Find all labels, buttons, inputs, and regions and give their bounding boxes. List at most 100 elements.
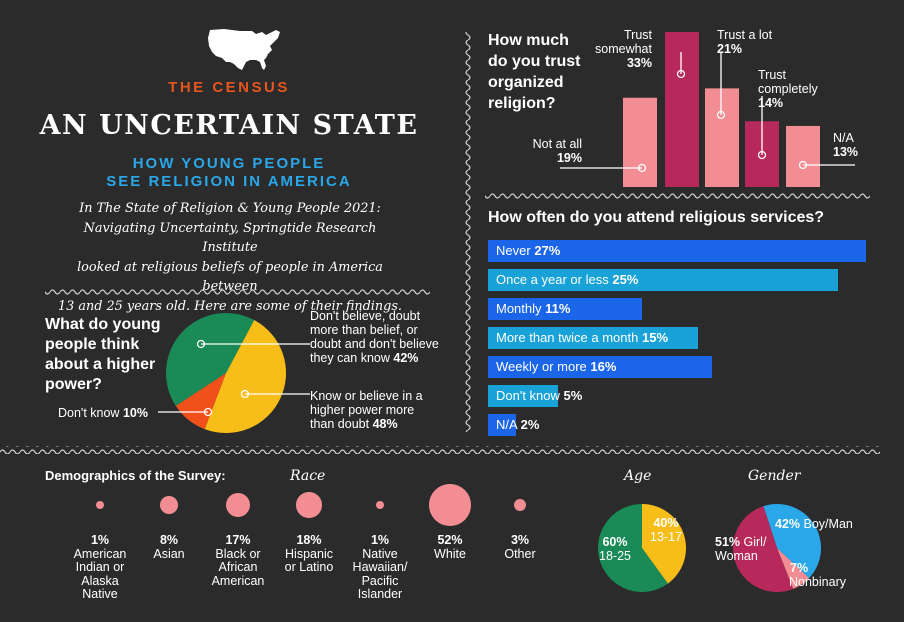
intro-line: In The State of Religion & Young People … xyxy=(79,201,381,216)
race-bubble xyxy=(96,501,104,509)
race-bubble xyxy=(296,492,322,518)
race-label: 52% White xyxy=(410,533,490,561)
age-slice-18-25 xyxy=(598,504,668,592)
belief-slice-label-doubt: Don't believe, doubt more than belief, o… xyxy=(310,309,439,365)
question-line: organized xyxy=(488,74,564,91)
value-label: 51% xyxy=(715,535,741,549)
attendance-bar xyxy=(488,356,712,378)
value-label: 13% xyxy=(833,145,859,159)
belief-pie-leaders xyxy=(158,339,310,417)
label-line: Not at all xyxy=(532,137,582,151)
gender-slice-boy xyxy=(763,504,821,579)
label-line: 13-17 xyxy=(650,530,682,544)
attendance-bar-label: N/A 2% xyxy=(496,417,540,432)
page-title: AN UNCERTAIN STATE xyxy=(39,110,419,141)
intro-line: Navigating Uncertainty, Springtide Resea… xyxy=(83,220,377,256)
age-label-18-25: 60% 18-25 xyxy=(595,535,635,563)
race-bubble xyxy=(376,501,384,509)
attendance-bar-label: Monthly 11% xyxy=(496,301,571,316)
label-line: Know or believe in a xyxy=(310,389,423,403)
value-label: 60% xyxy=(602,535,628,549)
page-subtitle: HOW YOUNG PEOPLE SEE RELIGION IN AMERICA xyxy=(0,155,458,191)
label-line: Other xyxy=(504,546,536,561)
trust-bar xyxy=(665,32,699,187)
trust-leader-dot xyxy=(798,160,808,170)
race-bubble xyxy=(225,492,251,518)
gender-label-boy: 42% Boy/Man xyxy=(775,517,853,531)
value-label: 1% xyxy=(90,533,110,547)
value-label: 14% xyxy=(758,96,784,110)
label-line: Don't believe, doubt xyxy=(310,309,421,323)
race-bubble xyxy=(514,499,526,511)
gender-label-girl: 51% Girl/ Woman xyxy=(715,535,767,563)
trust-label-somewhat: Trust somewhat 33% xyxy=(588,28,652,70)
label-line: Indian or xyxy=(75,560,125,574)
age-pie-chart xyxy=(598,504,686,592)
trust-leader-dot xyxy=(716,110,726,120)
divider-vertical xyxy=(464,32,472,432)
value-label: 19% xyxy=(556,151,582,165)
race-bubble xyxy=(429,484,471,526)
value-label: 42% xyxy=(775,517,801,531)
pie-slice-know xyxy=(204,320,287,433)
value-label: 10% xyxy=(122,406,148,420)
question-line: power? xyxy=(45,376,102,393)
label-line: Hawaiian/ xyxy=(352,560,408,574)
trust-leader-dot xyxy=(637,163,647,173)
value-label: 8% xyxy=(159,533,179,547)
belief-slice-label-dont-know: Don't know 10% xyxy=(58,406,148,420)
value-label: 5% xyxy=(563,388,583,403)
label-line: American xyxy=(211,573,265,588)
intro-line: 13 and 25 years old. Here are some of th… xyxy=(58,298,402,314)
gender-title: Gender xyxy=(748,468,801,484)
label-line: Native xyxy=(82,587,118,601)
label-line: Trust xyxy=(758,68,787,82)
attendance-bar-label: More than twice a month 15% xyxy=(496,330,669,345)
label-line: more than belief, or xyxy=(310,323,418,337)
trust-bar-chart xyxy=(560,32,855,187)
label-line: Alaska xyxy=(81,573,119,588)
value-label: 15% xyxy=(641,330,669,345)
label-line: Islander xyxy=(357,587,403,601)
label-line: than doubt 48% xyxy=(310,417,398,431)
value-label: 18% xyxy=(296,533,322,547)
pie-slice-dont-know xyxy=(175,373,226,430)
trust-question: How much do you trust organized religion… xyxy=(488,30,580,114)
label-line: Trust a lot xyxy=(717,28,773,42)
attendance-bar xyxy=(488,414,516,436)
intro-text: In The State of Religion & Young People … xyxy=(55,199,405,316)
label-line: Hispanic xyxy=(285,546,333,561)
attendance-bar xyxy=(488,240,866,262)
label-line: doubt and don't believe xyxy=(310,337,439,351)
race-label: 18% Hispanic or Latino xyxy=(269,533,349,575)
attendance-question: How often do you attend religious servic… xyxy=(488,209,825,226)
belief-slice-label-know: Know or believe in a higher power more t… xyxy=(310,389,423,431)
subtitle-line: SEE RELIGION IN AMERICA xyxy=(106,173,352,190)
age-label-13-17: 40% 13-17 xyxy=(646,516,686,544)
gender-label-nonbinary: 7% Nonbinary xyxy=(789,561,846,589)
label-line: or Latino xyxy=(284,560,334,574)
label-line: Nonbinary xyxy=(789,575,846,589)
attendance-bar xyxy=(488,298,642,320)
question-line: do you trust xyxy=(488,53,581,70)
age-slice-13-17 xyxy=(642,504,686,584)
trust-bar xyxy=(786,125,820,187)
label-line: higher power more xyxy=(310,403,415,417)
belief-pie-chart xyxy=(166,313,287,433)
trust-label-na: N/A 13% xyxy=(833,131,858,159)
trust-leader-dot xyxy=(757,150,767,160)
divider-right-middle xyxy=(485,192,870,200)
trust-bar xyxy=(705,88,739,187)
pie-slice-doubt xyxy=(166,313,255,406)
value-label: 40% xyxy=(653,516,679,530)
kicker: THE CENSUS xyxy=(168,79,290,96)
gender-slice-girl xyxy=(733,506,794,592)
value-label: 52% xyxy=(437,533,463,547)
race-label: 3% Other xyxy=(480,533,560,561)
trust-bar xyxy=(623,97,657,187)
label-line: African xyxy=(218,560,258,574)
attendance-bar-label: Weekly or more 16% xyxy=(496,359,617,374)
question-line: What do young xyxy=(45,316,161,333)
subtitle-line: HOW YOUNG PEOPLE xyxy=(132,155,326,172)
value-label: 33% xyxy=(626,56,652,70)
